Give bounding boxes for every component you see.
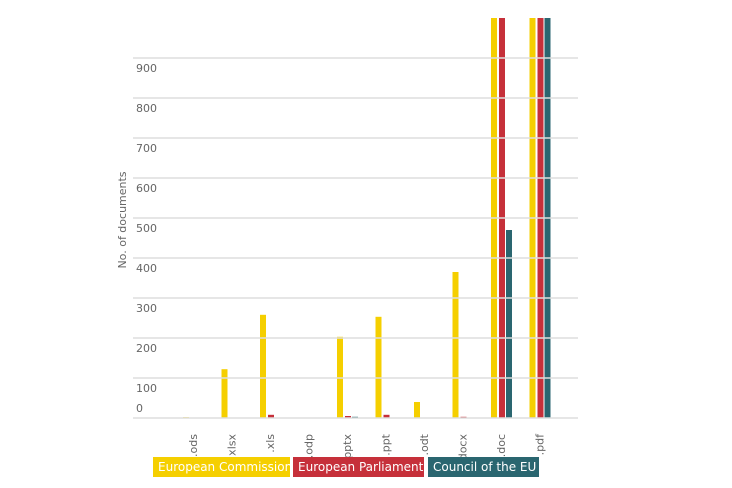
x-tick-label: .ods	[187, 434, 200, 457]
y-tick-label: 200	[136, 342, 157, 355]
bar	[383, 414, 390, 418]
bar	[345, 416, 351, 418]
y-tick-label: 900	[136, 62, 157, 75]
bar	[452, 272, 459, 418]
legend-label: European Parliament	[298, 460, 424, 474]
x-tick-label: .xls	[264, 434, 277, 453]
y-tick-label: 700	[136, 142, 157, 155]
legend-label: European Commission	[158, 460, 292, 474]
legend-swatch	[293, 457, 424, 477]
y-tick-label: 800	[136, 102, 157, 115]
x-tick-label: .xlsx	[226, 434, 239, 460]
y-tick-label: 600	[136, 182, 157, 195]
bar	[260, 314, 266, 418]
x-tick-label: .pptx	[341, 434, 354, 463]
x-tick-label: .doc	[495, 434, 508, 457]
bar	[268, 414, 274, 418]
bar	[221, 369, 228, 418]
y-axis-label: No. of documents	[116, 171, 129, 268]
x-tick-label: .ppt	[380, 433, 393, 455]
legend-swatch	[153, 457, 290, 477]
y-tick-label: 400	[136, 262, 157, 275]
x-tick-label: .odp	[303, 434, 316, 458]
y-tick-label: 500	[136, 222, 157, 235]
x-tick-label: .odt	[418, 433, 431, 455]
legend-label: Council of the EU	[433, 460, 536, 474]
bar	[375, 316, 382, 418]
y-tick-label: 0	[136, 402, 143, 415]
legend-swatch	[428, 457, 539, 477]
bar	[414, 402, 420, 418]
bar	[506, 230, 512, 418]
y-tick-label: 100	[136, 382, 157, 395]
x-tick-label: .pdf	[534, 433, 547, 455]
y-tick-label: 300	[136, 302, 157, 315]
x-tick-label: .docx	[457, 434, 470, 464]
